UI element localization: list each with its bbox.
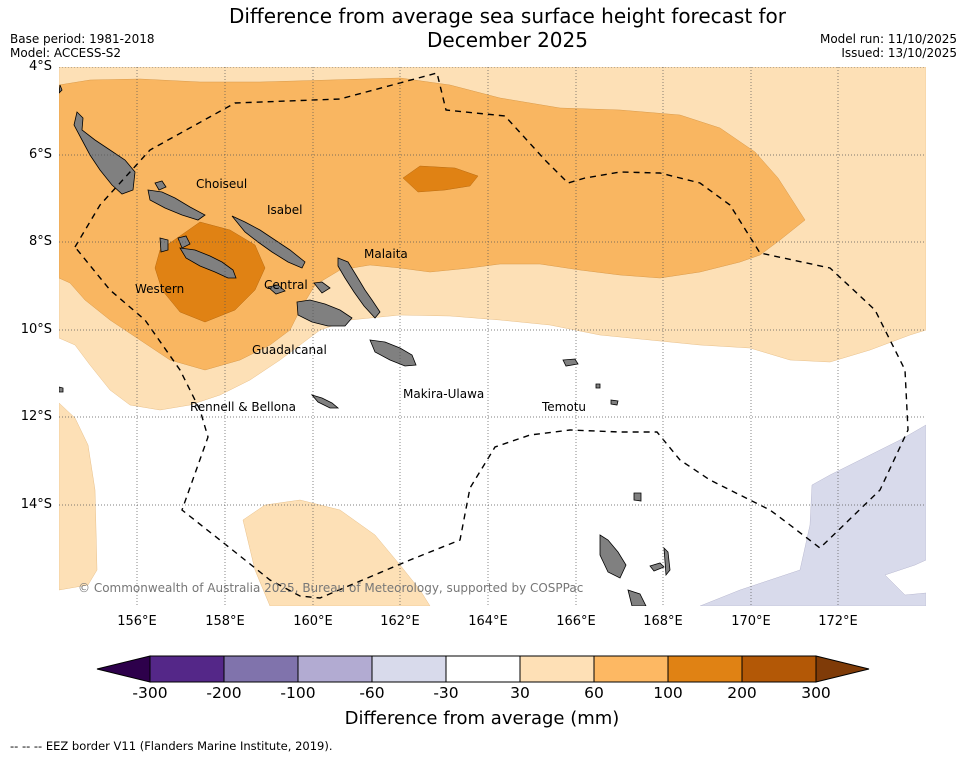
y-tick-10s: 10°S	[20, 322, 52, 337]
island-espiritu-santo	[599, 534, 627, 579]
island-vella	[159, 237, 169, 253]
colorbar-label-neg60: -60	[359, 684, 385, 702]
y-tick-6s: 6°S	[28, 147, 52, 162]
issued-date: Issued: 13/10/2025	[841, 46, 957, 60]
island-malaita	[337, 257, 381, 319]
colorbar-label-neg300: -300	[132, 684, 168, 702]
eez-legend: -- -- -- EEZ border V11 (Flanders Marine…	[10, 739, 333, 753]
x-tick-162e: 162°E	[380, 614, 420, 629]
island-small-west	[59, 386, 64, 393]
colorbar-label-30: 30	[510, 684, 530, 702]
island-makira	[369, 339, 417, 367]
x-tick-168e: 168°E	[643, 614, 683, 629]
island-vanikoro	[610, 399, 619, 406]
colorbar-bin-1	[149, 655, 225, 683]
base-period: Base period: 1981-2018	[10, 32, 155, 46]
copyright-notice: © Commonwealth of Australia 2025, Bureau…	[78, 581, 583, 595]
island-santa-cruz	[562, 358, 579, 367]
island-florida	[267, 284, 286, 295]
island-isabel	[231, 215, 306, 269]
colorbar-label-neg100: -100	[280, 684, 316, 702]
x-tick-172e: 172°E	[818, 614, 858, 629]
island-shortlands	[154, 180, 167, 191]
islands	[59, 84, 671, 606]
colorbar-bin-8	[667, 655, 743, 683]
meta-left: Base period: 1981-2018 Model: ACCESS-S2	[10, 32, 155, 60]
label-guadalcanal: Guadalcanal	[252, 343, 327, 357]
colorbar-label-60: 60	[584, 684, 604, 702]
island-russell	[313, 281, 331, 294]
label-isabel: Isabel	[267, 203, 302, 217]
colorbar-bin-5	[445, 655, 521, 683]
island-maewo	[663, 546, 671, 577]
colorbar-extend-low	[96, 655, 151, 683]
island-ambae	[649, 562, 665, 572]
x-tick-166e: 166°E	[556, 614, 596, 629]
y-tick-8s: 8°S	[28, 234, 52, 249]
label-western: Western	[135, 282, 184, 296]
colorbar-label-neg30: -30	[433, 684, 459, 702]
anomaly-30-60-south-west	[59, 402, 98, 591]
title-line-1: Difference from average sea surface heig…	[228, 4, 787, 28]
colorbar	[96, 655, 870, 683]
y-tick-4s: 4°S	[28, 59, 52, 74]
anomaly-neg-30-60-region	[699, 424, 926, 606]
label-malaita: Malaita	[364, 247, 408, 261]
model-name: Model: ACCESS-S2	[10, 46, 122, 60]
x-tick-160e: 160°E	[293, 614, 333, 629]
island-new-georgia	[179, 247, 237, 279]
colorbar-bin-9	[741, 655, 817, 683]
colorbar-extend-high	[815, 655, 870, 683]
label-rennell-bellona: Rennell & Bellona	[190, 400, 296, 414]
island-rennell	[310, 394, 340, 409]
eez-border	[74, 72, 909, 599]
label-central: Central	[264, 278, 308, 292]
label-temotu: Temotu	[541, 400, 586, 414]
island-malakula	[627, 589, 647, 606]
label-choiseul: Choiseul	[196, 177, 247, 191]
colorbar-bin-6	[519, 655, 595, 683]
y-tick-14s: 14°S	[20, 497, 52, 512]
colorbar-bin-3	[297, 655, 373, 683]
title-line-2: December 2025	[427, 28, 588, 52]
island-banks	[633, 492, 642, 502]
x-tick-170e: 170°E	[731, 614, 771, 629]
colorbar-bin-2	[223, 655, 299, 683]
island-ranongga	[177, 235, 191, 249]
colorbar-label-100: 100	[653, 684, 683, 702]
colorbar-bin-7	[593, 655, 669, 683]
island-ontong-java	[59, 84, 63, 94]
colorbar-label-neg200: -200	[206, 684, 242, 702]
map-fields: Choiseul Isabel Malaita Western Central …	[59, 67, 926, 606]
gridlines	[59, 67, 926, 606]
colorbar-label-300: 300	[801, 684, 831, 702]
colorbar-bin-4	[371, 655, 447, 683]
chart-title: Difference from average sea surface heig…	[200, 4, 815, 52]
island-bougainville	[73, 111, 136, 195]
model-run: Model run: 11/10/2025	[819, 32, 957, 46]
label-makira-ulawa: Makira-Ulawa	[403, 387, 484, 401]
province-labels: Choiseul Isabel Malaita Western Central …	[135, 177, 586, 414]
x-tick-164e: 164°E	[468, 614, 508, 629]
island-guadalcanal	[296, 299, 353, 327]
colorbar-title: Difference from average (mm)	[344, 708, 620, 729]
island-utupua	[595, 383, 601, 389]
x-tick-158e: 158°E	[205, 614, 245, 629]
island-choiseul	[147, 189, 206, 221]
colorbar-label-200: 200	[727, 684, 757, 702]
y-tick-12s: 12°S	[20, 409, 52, 424]
meta-right: Model run: 11/10/2025 Issued: 13/10/2025	[820, 32, 957, 60]
anomaly-100-200-north	[402, 165, 479, 193]
x-tick-156e: 156°E	[117, 614, 157, 629]
